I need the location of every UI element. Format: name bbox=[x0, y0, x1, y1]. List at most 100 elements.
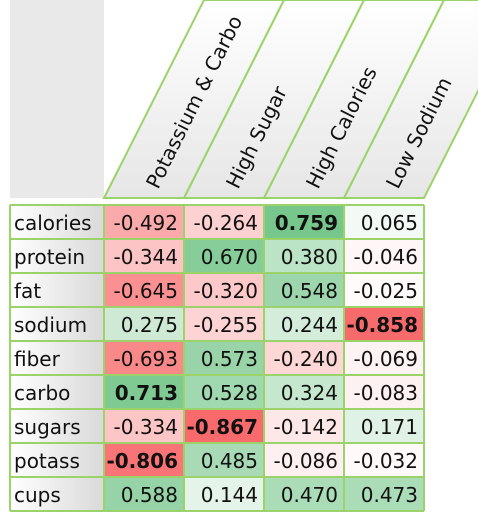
row-label-cell bbox=[10, 443, 104, 477]
row-label: fiber bbox=[14, 347, 61, 371]
cell-value: -0.032 bbox=[354, 449, 418, 473]
cell-value: -0.240 bbox=[274, 347, 338, 371]
heatmap-cell bbox=[344, 375, 424, 409]
cell-value: 0.244 bbox=[281, 313, 338, 337]
heatmap-cell bbox=[104, 239, 184, 273]
row-label: potass bbox=[14, 449, 80, 473]
cell-value: 0.171 bbox=[361, 415, 418, 439]
cell-value: -0.344 bbox=[114, 245, 178, 269]
cell-value: -0.693 bbox=[114, 347, 178, 371]
cell-value: 0.485 bbox=[201, 449, 258, 473]
row-label-cell bbox=[10, 375, 104, 409]
heatmap-cell bbox=[184, 375, 264, 409]
row-label: protein bbox=[14, 245, 85, 269]
row-label-cell bbox=[10, 409, 104, 443]
cell-value: -0.867 bbox=[186, 415, 258, 439]
row-label: fat bbox=[14, 279, 41, 303]
cell-value: -0.255 bbox=[194, 313, 258, 337]
grid-lines bbox=[9, 204, 425, 512]
column-header-band bbox=[342, 0, 478, 199]
cell-value: -0.086 bbox=[274, 449, 338, 473]
cell-value: 0.588 bbox=[121, 483, 178, 507]
heatmap-cell bbox=[104, 409, 184, 443]
heatmap-cell bbox=[104, 477, 184, 511]
heatmap-cell bbox=[104, 375, 184, 409]
cell-value: 0.670 bbox=[201, 245, 258, 269]
row-label-cell bbox=[10, 273, 104, 307]
column-header-band bbox=[102, 0, 286, 199]
heatmap-cell bbox=[184, 341, 264, 375]
cell-value: -0.492 bbox=[114, 211, 178, 235]
cell-value: 0.380 bbox=[281, 245, 338, 269]
row-labels: calories protein fat sodium fiber carbo sugars… bbox=[10, 205, 104, 511]
cell-value: 0.324 bbox=[281, 381, 338, 405]
heatmap-cell bbox=[264, 375, 344, 409]
row-label-cell bbox=[10, 477, 104, 511]
heatmap-cell bbox=[184, 477, 264, 511]
heatmap-cell bbox=[184, 409, 264, 443]
cell-value: -0.334 bbox=[114, 415, 178, 439]
cell-value: -0.320 bbox=[194, 279, 258, 303]
row-label: cups bbox=[14, 483, 61, 507]
heatmap-cell bbox=[344, 239, 424, 273]
cell-value: 0.065 bbox=[361, 211, 418, 235]
row-label: sugars bbox=[14, 415, 81, 439]
heatmap-cell bbox=[344, 307, 424, 341]
cell-value: 0.275 bbox=[121, 313, 178, 337]
heatmap-cell bbox=[344, 409, 424, 443]
cell-value: -0.645 bbox=[114, 279, 178, 303]
heatmap-cell bbox=[104, 273, 184, 307]
cell-value: -0.858 bbox=[346, 313, 418, 337]
row-label-cell bbox=[10, 205, 104, 239]
heatmap-cell bbox=[264, 205, 344, 239]
heatmap-cell bbox=[104, 307, 184, 341]
row-label-cell bbox=[10, 239, 104, 273]
cell-value: 0.528 bbox=[201, 381, 258, 405]
heatmap-cell bbox=[104, 341, 184, 375]
heatmap-cell bbox=[264, 307, 344, 341]
cell-value: -0.069 bbox=[354, 347, 418, 371]
heatmap-cell bbox=[344, 205, 424, 239]
cell-value: 0.473 bbox=[361, 483, 418, 507]
row-label-cell bbox=[10, 341, 104, 375]
heatmap-cell bbox=[184, 205, 264, 239]
row-label: sodium bbox=[14, 313, 87, 337]
heatmap-cell bbox=[104, 205, 184, 239]
heatmap-cell bbox=[264, 409, 344, 443]
row-label-cell bbox=[10, 307, 104, 341]
heatmap-cell bbox=[184, 239, 264, 273]
cell-value: -0.083 bbox=[354, 381, 418, 405]
row-label: calories bbox=[14, 211, 92, 235]
cell-value: 0.713 bbox=[115, 381, 178, 405]
heatmap-cell bbox=[344, 273, 424, 307]
heatmap-cell bbox=[184, 443, 264, 477]
column-header-band bbox=[262, 0, 446, 199]
heatmap-cell bbox=[184, 307, 264, 341]
cell-value: 0.759 bbox=[275, 211, 338, 235]
cell-value: 0.470 bbox=[281, 483, 338, 507]
header-corner bbox=[10, 0, 104, 198]
heatmap-cell bbox=[344, 443, 424, 477]
heatmap-cells: -0.492 -0.264 0.759 0.065 -0.344 0.670 0.380 -0… bbox=[104, 205, 424, 511]
heatmap-cell bbox=[344, 341, 424, 375]
cell-value: -0.806 bbox=[106, 449, 178, 473]
cell-value: 0.548 bbox=[281, 279, 338, 303]
cell-value: -0.264 bbox=[194, 211, 258, 235]
cell-value: -0.142 bbox=[274, 415, 338, 439]
cell-value: -0.046 bbox=[354, 245, 418, 269]
column-header-band bbox=[182, 0, 366, 199]
heatmap-cell bbox=[264, 443, 344, 477]
cell-value: 0.573 bbox=[201, 347, 258, 371]
heatmap-cell bbox=[264, 239, 344, 273]
heatmap-cell bbox=[264, 477, 344, 511]
row-label: carbo bbox=[14, 381, 70, 405]
cell-value: -0.025 bbox=[354, 279, 418, 303]
heatmap-cell bbox=[184, 273, 264, 307]
heatmap-cell bbox=[264, 273, 344, 307]
cell-value: 0.144 bbox=[201, 483, 258, 507]
heatmap-cell bbox=[264, 341, 344, 375]
heatmap-cell bbox=[104, 443, 184, 477]
heatmap-cell bbox=[344, 477, 424, 511]
